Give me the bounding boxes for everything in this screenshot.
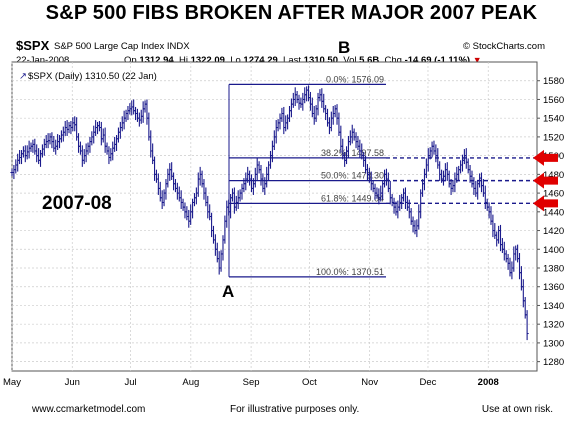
op-label: Op	[124, 55, 137, 66]
symbol-name: S&P 500 Large Cap Index INDX	[54, 41, 190, 52]
y-tick-label: 1460	[543, 189, 564, 200]
point-b-label: B	[338, 38, 350, 57]
y-tick-label: 1380	[543, 264, 564, 275]
x-tick-label: Jul	[124, 377, 136, 388]
hi-label: Hi	[178, 55, 188, 66]
vol-label: Vol	[343, 55, 357, 66]
legend-swatch-icon: ↗	[19, 71, 27, 82]
fib-label: 50.0%: 1473.30	[321, 171, 384, 181]
y-tick-label: 1520	[543, 132, 564, 143]
fib-label: 0.0%: 1576.09	[326, 74, 384, 84]
footer-website[interactable]: www.ccmarketmodel.com	[32, 404, 146, 415]
last-label: Last	[283, 55, 302, 66]
plot-frame	[11, 61, 538, 372]
footer-risk: Use at own risk.	[481, 404, 553, 415]
y-tick-label: 1340	[543, 301, 564, 312]
red-arrow-icon	[533, 172, 558, 189]
point-a-label: A	[222, 282, 234, 301]
hi-value: 1322.09	[190, 55, 225, 66]
arrows	[386, 149, 558, 212]
chart-title: S&P 500 FIBS BROKEN AFTER MAJOR 2007 PEA…	[45, 2, 538, 24]
x-tick-label: Dec	[420, 377, 437, 388]
y-tick-label: 1480	[543, 170, 564, 181]
y-tick-label: 1420	[543, 226, 564, 237]
quote-date: 22-Jan-2008	[16, 55, 70, 66]
last-value: 1310.50	[303, 55, 338, 66]
lo-value: 1274.29	[243, 55, 278, 66]
symbol: $SPX	[16, 38, 50, 53]
y-tick-label: 1280	[543, 357, 564, 368]
down-triangle-icon: ▼	[472, 55, 482, 65]
x-tick-label: Jun	[65, 377, 80, 388]
fib-levels: 0.0%: 1576.09 38.2%: 1497.58 50.0%: 1473.3…	[228, 74, 386, 278]
legend-entry: $SPX (Daily) 1310.50 (22 Jan)	[28, 71, 157, 82]
y-tick-label: 1360	[543, 282, 564, 293]
x-tick-label: Aug	[182, 377, 199, 388]
chg-label: Chg	[384, 55, 402, 66]
x-tick-label: Oct	[302, 377, 317, 388]
x-tick-label: 2008	[478, 377, 499, 388]
x-tick-label: Sep	[243, 377, 260, 388]
red-arrow-icon	[533, 195, 558, 212]
fib-label: 38.2%: 1497.58	[321, 148, 384, 158]
y-tick-label: 1300	[543, 338, 564, 349]
grid	[11, 61, 538, 372]
y-tick-label: 1440	[543, 207, 564, 218]
y-tick-label: 1580	[543, 76, 564, 87]
quote-bar: Op 1312.94 Hi 1322.09 Lo 1274.29 Last 13…	[124, 55, 482, 66]
red-arrow-icon	[533, 149, 558, 166]
x-tick-label: May	[3, 377, 21, 388]
fib-label: 61.8%: 1449.04	[321, 193, 384, 203]
period-label: 2007-08	[42, 193, 112, 214]
footer-disclaimer: For illustrative purposes only.	[230, 404, 360, 415]
lo-label: Lo	[230, 55, 241, 66]
price-bars	[10, 85, 529, 341]
vol-value: 5.6B	[359, 55, 380, 66]
fib-label: 100.0%: 1370.51	[316, 267, 384, 277]
axes: 1280 1300 1320 1340 1360 1380 1400 1420 1440 1460…	[3, 76, 564, 388]
y-tick-label: 1540	[543, 114, 564, 125]
chg-value: -14.69 (-1.11%)	[404, 55, 471, 66]
y-tick-label: 1400	[543, 245, 564, 256]
y-tick-label: 1320	[543, 320, 564, 331]
x-tick-label: Nov	[361, 377, 378, 388]
op-value: 1312.94	[139, 55, 174, 66]
copyright[interactable]: © StockCharts.com	[463, 41, 545, 52]
y-tick-label: 1560	[543, 95, 564, 106]
ohlc-bar	[525, 310, 529, 341]
